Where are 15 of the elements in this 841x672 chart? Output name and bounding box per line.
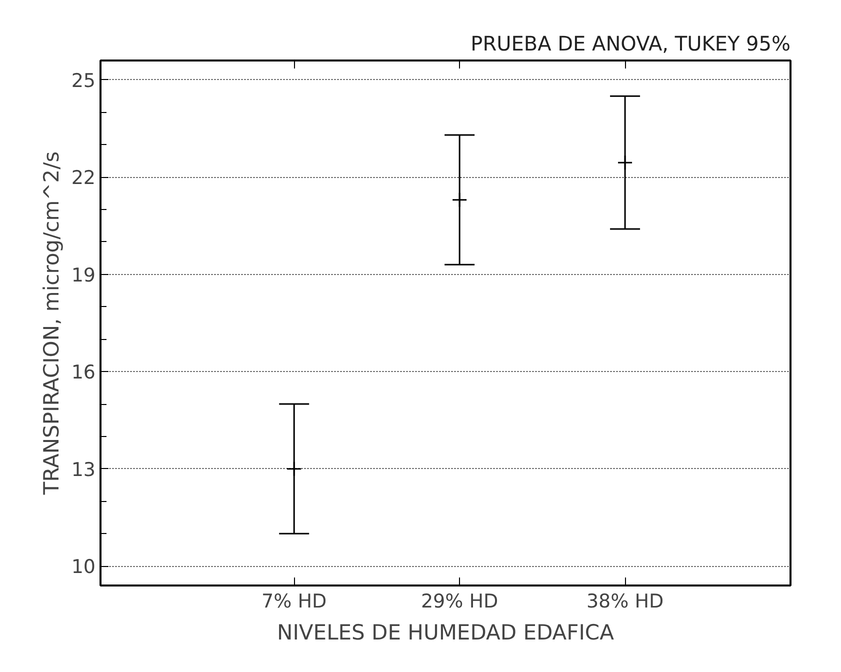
x-tick-label: 38% HD <box>586 590 664 612</box>
y-tick-label: 13 <box>71 458 96 481</box>
y-tick-label: 19 <box>71 264 96 286</box>
point <box>617 154 633 170</box>
point <box>452 192 468 208</box>
y-tick-label: 22 <box>71 167 96 190</box>
y-tick-label: 10 <box>71 556 96 578</box>
x-tick-label: 29% HD <box>420 590 498 612</box>
point <box>286 461 302 477</box>
y-tick-label: 16 <box>71 362 96 384</box>
x-axis-title: NIVELES DE HUMEDAD EDAFICA <box>277 620 615 644</box>
y-tick-label: 25 <box>71 70 96 92</box>
x-tick-label: 7% HD <box>262 590 327 612</box>
y-axis-title: TRANSPIRACION, microg/cm^2/s <box>39 151 64 496</box>
chart-title: PRUEBA DE ANOVA, TUKEY 95% <box>470 32 791 56</box>
